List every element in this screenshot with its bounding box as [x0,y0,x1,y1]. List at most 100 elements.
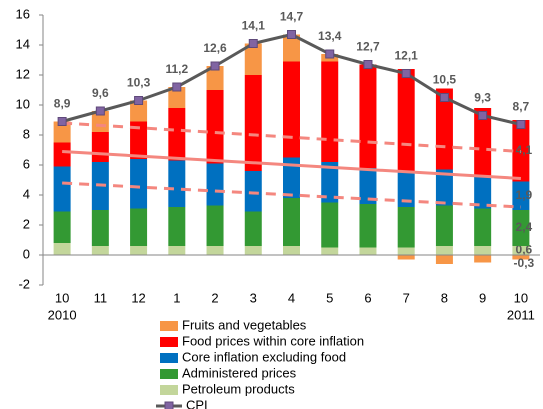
bar-segment [474,208,492,246]
bar-segment [130,208,148,246]
bar-segment [512,181,530,210]
y-tick-label: 16 [16,6,30,21]
cpi-marker [363,60,373,69]
bar-segment [359,168,377,204]
x-tick-label: 5 [326,290,333,305]
legend-label: Administered prices [182,365,297,380]
y-tick-label: 8 [23,126,30,141]
x-tick-label: 7 [403,290,410,305]
bar-segment [435,255,453,264]
cpi-marker [248,39,258,48]
cpi-label: 9,3 [474,91,491,105]
x-tick-sublabel: 2011 [507,307,535,322]
bar-segment [397,172,415,207]
legend-swatch [160,321,178,331]
y-tick-label: 10 [16,96,30,111]
bar-segment [397,69,415,173]
bar-segment [244,246,262,255]
cpi-label: 11,2 [165,62,188,76]
bar-segment [206,66,224,90]
legend-marker [164,401,174,409]
cpi-label: 12,1 [395,49,419,63]
x-tick-label: 6 [364,290,371,305]
bar-segment [168,87,186,108]
bar-segment [512,246,530,255]
bar-segment [359,64,377,168]
cpi-marker [401,69,411,78]
x-tick-label: 10 [55,290,69,305]
x-tick-label: 9 [479,290,486,305]
x-tick-label: 8 [441,290,448,305]
bar-segment [283,157,300,198]
bar-segment [168,108,186,161]
x-tick-label: 12 [131,290,145,305]
legend-swatch [160,353,178,363]
bar-segment [168,207,186,246]
x-tick-label: 10 [514,290,528,305]
bar-segment [130,121,148,159]
bar-segment [321,247,339,255]
trend-line [62,150,521,180]
bar-segment [283,198,300,246]
trend-line [62,181,521,209]
legend-label: Fruits and vegetables [182,317,307,332]
x-tick-sublabel: 2010 [48,307,77,322]
legend-label: CPI [186,397,208,409]
legend-label: Petroleum products [182,381,295,396]
bar-segment [435,246,453,255]
cpi-label: 12,7 [356,40,380,54]
bar-segment [91,210,109,246]
bar-segment [244,75,262,171]
cpi-label: 14,1 [242,19,266,33]
bar-segment [435,88,453,170]
cpi-label: 12,6 [203,41,227,55]
bar-segment [206,205,224,246]
cpi-marker [210,61,220,71]
x-tick-label: 2 [211,290,218,305]
bar-segment [206,246,224,255]
x-tick-label: 3 [250,290,257,305]
bar-segment [130,100,148,122]
cpi-label: 8,7 [513,100,530,114]
y-tick-label: 14 [16,36,30,51]
cpi-marker [325,49,335,59]
bar-segment [321,162,339,203]
cpi-label: 14,7 [280,10,304,24]
bar-segment [397,207,415,248]
bar-segment [130,159,148,209]
x-tick-label: 11 [94,290,108,305]
legend-swatch [160,369,178,379]
y-tick-label: 12 [16,66,30,81]
bar-segment [474,246,492,255]
bar-segment [474,177,492,209]
bar-segment [168,246,186,255]
bar-segment [435,169,453,206]
bar-segment [244,43,262,75]
cpi-marker [134,96,144,105]
x-tick-label: 1 [173,290,180,305]
bar-segment [168,160,186,207]
cpi-marker [172,82,182,92]
value-label: -0,3 [514,256,535,270]
y-tick-label: -2 [18,276,30,291]
bar-segment [283,61,300,158]
bar-segment [321,202,339,248]
legend-label: Food prices within core inflation [182,333,364,348]
legend-label: Core inflation excluding food [182,349,346,364]
bar-segment [244,171,262,212]
bar-segment [53,142,71,167]
cpi-marker [439,93,449,102]
bar-segment [53,211,71,243]
bar-segment [283,246,300,255]
value-label: 1,9 [516,188,533,202]
bar-segment [53,243,71,255]
legend-swatch [160,385,178,395]
bar-segment [474,255,492,263]
cpi-label: 10,5 [433,73,457,87]
bar-segment [435,205,453,246]
y-tick-label: 2 [23,216,30,231]
bar-segment [91,246,109,255]
y-tick-label: 4 [23,186,30,201]
bar-segment [283,34,300,62]
